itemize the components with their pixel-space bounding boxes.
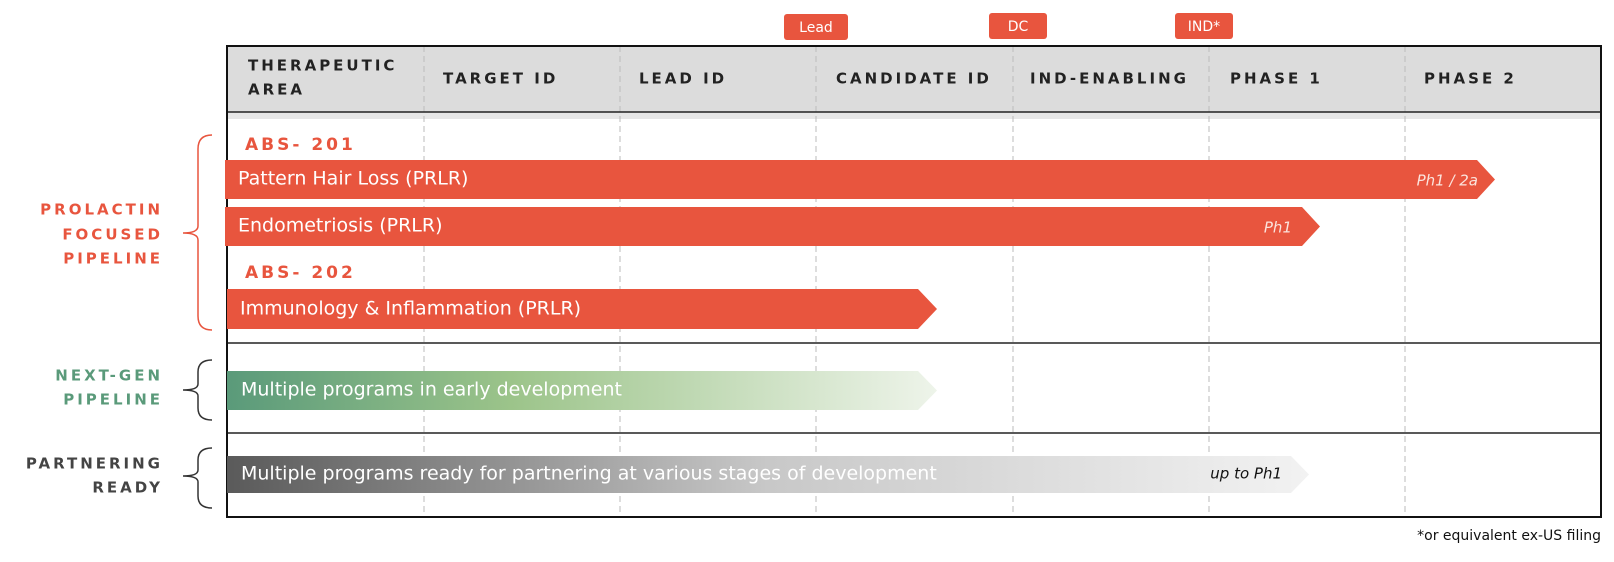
group-label: PIPELINE: [63, 391, 163, 409]
header-cell: PHASE 2: [1424, 70, 1517, 88]
milestone-box: [989, 13, 1047, 39]
program-name: ABS- 201: [245, 135, 356, 155]
column-lines: [423, 46, 1406, 517]
group-label: PARTNERING: [26, 455, 163, 473]
group-label: FOCUSED: [62, 226, 163, 244]
program-bar: [225, 207, 1320, 246]
milestone-box: [784, 14, 848, 40]
program-bar: [227, 289, 937, 329]
program-bar: [225, 160, 1495, 199]
program-bar: [227, 371, 937, 410]
header-cell: THERAPEUTIC: [248, 57, 397, 75]
bar-label: Immunology & Inflammation (PRLR): [240, 298, 581, 320]
group-label: READY: [92, 479, 163, 497]
brace: [182, 134, 213, 331]
header-cell: CANDIDATE ID: [836, 70, 992, 88]
bar-label: Pattern Hair Loss (PRLR): [238, 168, 468, 190]
table-border: [226, 45, 1602, 518]
header-band: [227, 112, 1601, 119]
milestones: Lead DC IND*: [784, 13, 1233, 40]
milestone-box: [1175, 13, 1233, 39]
stage-label: up to Ph1: [1210, 465, 1282, 483]
group-label: NEXT-GEN: [55, 367, 163, 385]
group-label: PIPELINE: [63, 250, 163, 268]
header-cell: LEAD ID: [639, 70, 727, 88]
stage-label: Ph1: [1264, 219, 1292, 237]
header-cell: IND-ENABLING: [1030, 70, 1189, 88]
bar-label: Endometriosis (PRLR): [238, 215, 442, 237]
header-bg: [227, 46, 1601, 112]
bar-label: Multiple programs in early development: [241, 379, 622, 401]
header-cell: PHASE 1: [1230, 70, 1323, 88]
milestone: Lead: [799, 20, 833, 36]
header-cell: AREA: [248, 81, 305, 99]
milestone: IND*: [1188, 19, 1220, 35]
header-cell: TARGET ID: [443, 70, 558, 88]
program-bar: [227, 456, 1309, 493]
footnote: *or equivalent ex-US filing: [1417, 528, 1601, 544]
program-name: ABS- 202: [245, 263, 356, 283]
brace: [182, 447, 213, 509]
milestone: DC: [1008, 19, 1029, 35]
group-label: PROLACTIN: [40, 201, 163, 219]
stage-label: Ph1 / 2a: [1417, 172, 1478, 190]
bar-label: Multiple programs ready for partnering a…: [241, 463, 937, 485]
brace: [182, 359, 213, 421]
